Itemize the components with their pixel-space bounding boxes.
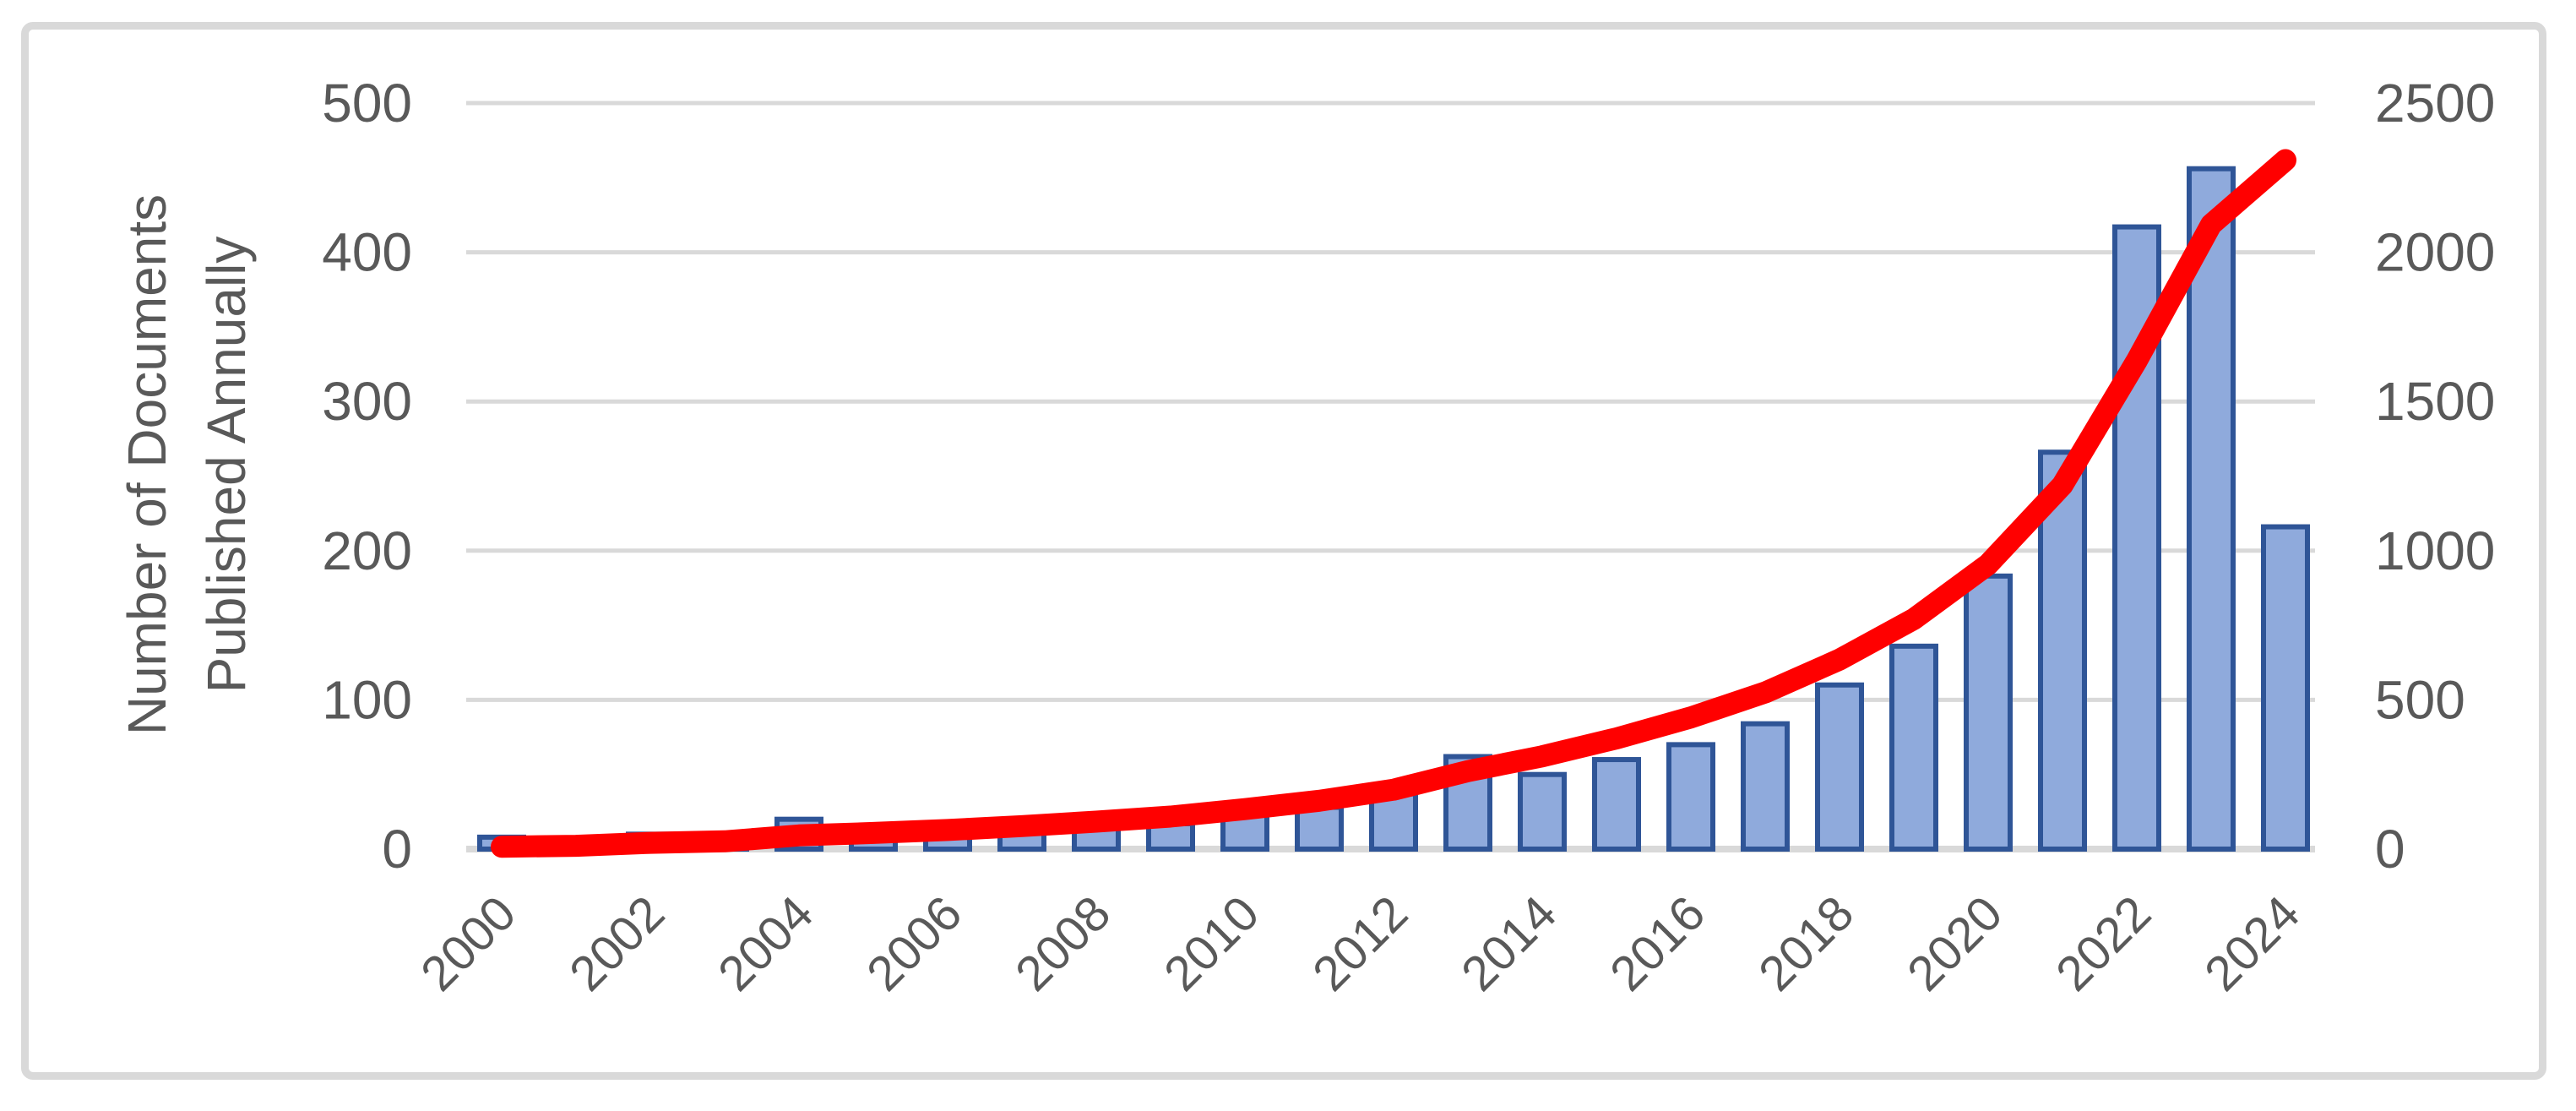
bar-2018 (1815, 682, 1864, 852)
bar-2019 (1889, 643, 1938, 852)
bar-2020 (1964, 573, 2013, 852)
left-tick-100: 100 (322, 669, 412, 730)
right-tick-1500: 1500 (2375, 371, 2495, 432)
x-axis-tick-labels: 2000 2002 2004 2006 2008 2010 2012 2014 2016 2018… (410, 885, 2310, 1001)
x-tick-2024: 2024 (2194, 885, 2310, 1001)
cumulative-line-series (491, 149, 2296, 858)
x-tick-2006: 2006 (856, 885, 972, 1001)
right-tick-2500: 2500 (2375, 73, 2495, 133)
left-axis-title-line1: Number of Documents (117, 194, 177, 735)
cumulative-line (491, 149, 2296, 858)
left-tick-200: 200 (322, 520, 412, 581)
bar-2014 (1518, 771, 1567, 852)
left-tick-400: 400 (322, 222, 412, 283)
right-tick-1000: 1000 (2375, 520, 2495, 581)
bar-2011 (1295, 804, 1344, 852)
gridlines (466, 101, 2315, 852)
right-tick-2000: 2000 (2375, 222, 2495, 283)
bar-2021 (2038, 449, 2087, 852)
x-tick-2004: 2004 (708, 885, 823, 1001)
x-tick-2020: 2020 (1897, 885, 2013, 1001)
x-tick-2000: 2000 (410, 885, 526, 1001)
left-tick-0: 0 (382, 819, 412, 880)
bar-2015 (1592, 757, 1641, 852)
x-tick-2010: 2010 (1154, 885, 1269, 1001)
left-tick-300: 300 (322, 371, 412, 432)
x-tick-2002: 2002 (559, 885, 675, 1001)
left-tick-500: 500 (322, 73, 412, 133)
x-tick-2014: 2014 (1451, 885, 1567, 1001)
x-tick-2012: 2012 (1302, 885, 1418, 1001)
bar-2024 (2261, 524, 2310, 852)
bar-2023 (2187, 166, 2236, 852)
left-axis-title-line2: Published Annually (196, 237, 257, 694)
x-tick-2016: 2016 (1600, 885, 1715, 1001)
x-tick-2008: 2008 (1005, 885, 1121, 1001)
bar-2017 (1741, 721, 1790, 852)
right-axis-tick-labels: 0 500 1000 1500 2000 2500 (2375, 73, 2495, 880)
right-tick-500: 500 (2375, 669, 2465, 730)
right-tick-0: 0 (2375, 819, 2405, 880)
x-tick-2022: 2022 (2046, 885, 2161, 1001)
bar-2016 (1666, 742, 1715, 852)
x-tick-2018: 2018 (1748, 885, 1864, 1001)
left-axis-tick-labels: 0 100 200 300 400 500 (322, 73, 412, 880)
